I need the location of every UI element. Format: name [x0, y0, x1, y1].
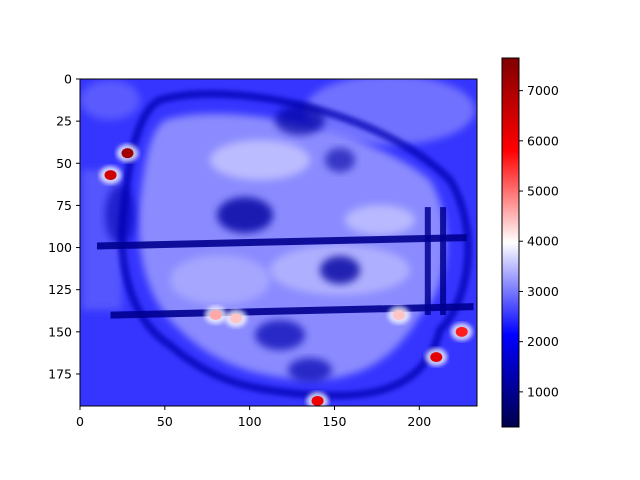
y-tick-label: 150: [48, 324, 72, 339]
colorbar-tick-label: 2000: [527, 334, 559, 349]
y-tick-label: 100: [48, 240, 72, 255]
colorbar-tick-label: 1000: [527, 384, 559, 399]
y-tick-label: 125: [48, 282, 72, 297]
hotspot-4: [230, 313, 243, 324]
x-tick-label: 200: [407, 414, 431, 429]
colorbar-tick-label: 4000: [527, 234, 559, 249]
x-tick-label: 150: [323, 414, 347, 429]
y-tick-label: 25: [56, 114, 72, 129]
hotspot-5: [430, 352, 443, 363]
hotspot-3: [209, 309, 222, 320]
hotspot-1: [121, 148, 134, 159]
y-tick-label: 0: [64, 72, 72, 87]
taxiway-2: [440, 207, 447, 315]
runway-1: [96, 234, 467, 250]
runway-2: [110, 303, 474, 319]
y-tick-label: 50: [56, 156, 72, 171]
hotspot-8: [311, 395, 324, 406]
colorbar: [501, 57, 520, 428]
hotspot-2: [104, 170, 117, 181]
x-tick-label: 100: [238, 414, 262, 429]
hotspot-7: [392, 309, 405, 320]
x-tick-label: 50: [157, 414, 173, 429]
colorbar-tick-label: 6000: [527, 133, 559, 148]
colorbar-tick-label: 5000: [527, 184, 559, 199]
x-tick-label: 0: [76, 414, 84, 429]
taxiway-1: [424, 207, 431, 315]
colorbar-tick-label: 7000: [527, 83, 559, 98]
hotspot-6: [455, 326, 468, 337]
y-tick-label: 75: [56, 198, 72, 213]
colorbar-tick-label: 3000: [527, 284, 559, 299]
plot-frame: [79, 78, 478, 407]
y-tick-label: 175: [48, 366, 72, 381]
